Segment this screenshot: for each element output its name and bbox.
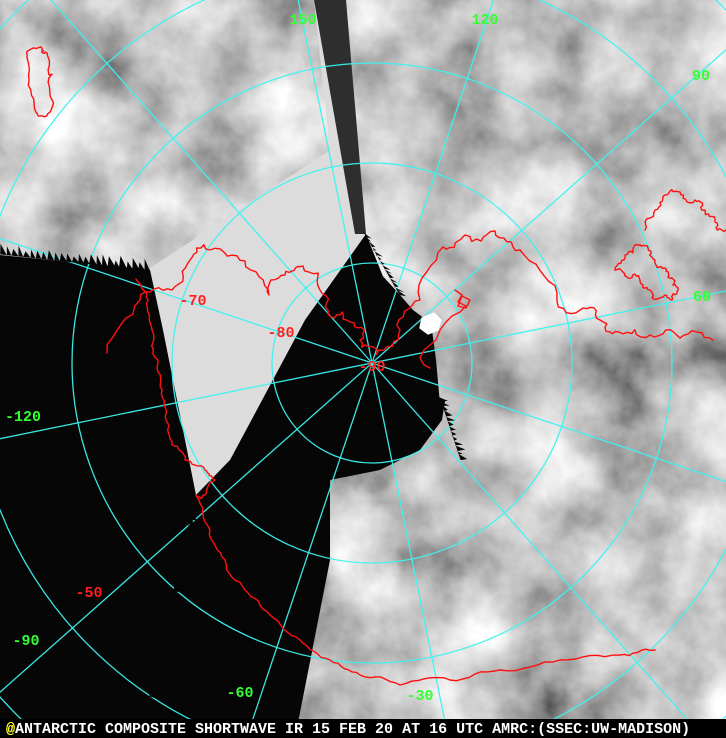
svg-text:120: 120 xyxy=(471,12,498,29)
svg-text:90: 90 xyxy=(692,68,710,85)
svg-text:150: 150 xyxy=(289,12,316,29)
svg-text:-70: -70 xyxy=(179,293,206,310)
svg-text:-30: -30 xyxy=(406,688,433,705)
svg-text:-90: -90 xyxy=(358,359,385,376)
svg-text:-50: -50 xyxy=(75,585,102,602)
svg-text:@: @ xyxy=(6,721,15,738)
svg-text:-80: -80 xyxy=(267,325,294,342)
svg-text:-90: -90 xyxy=(12,633,39,650)
svg-text:-120: -120 xyxy=(5,409,41,426)
svg-text:-60: -60 xyxy=(226,685,253,702)
svg-text:@ANTARCTIC COMPOSITE SHORTWAVE: @ANTARCTIC COMPOSITE SHORTWAVE IR 15 FEB… xyxy=(6,721,690,738)
svg-text:60: 60 xyxy=(693,289,711,306)
